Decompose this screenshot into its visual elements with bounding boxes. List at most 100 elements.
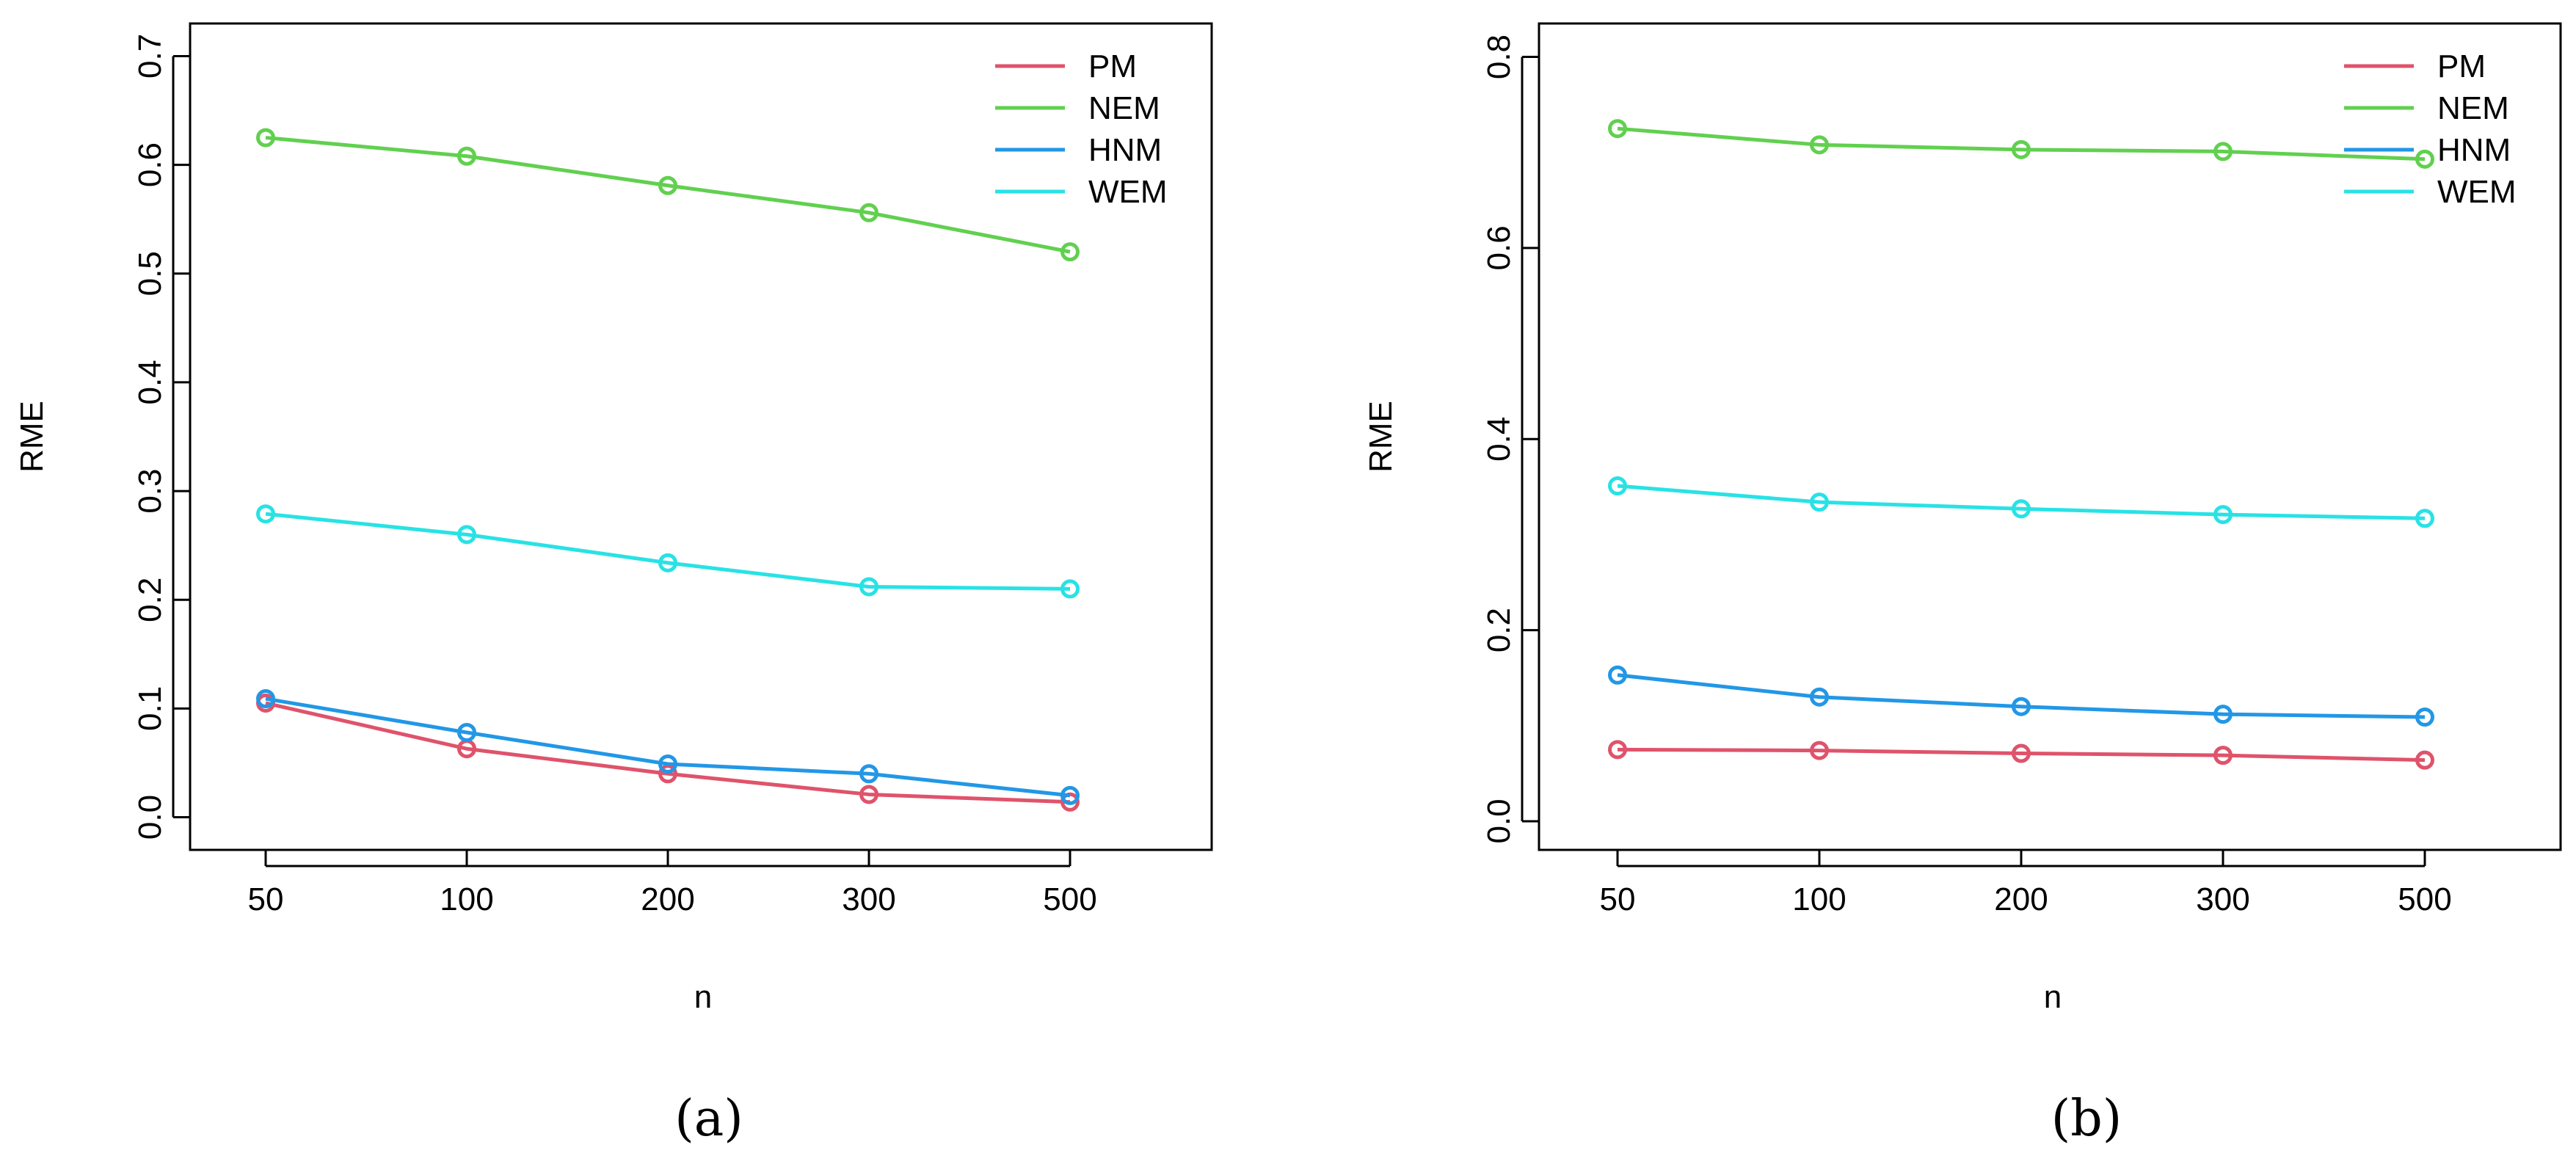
data-point [2012,696,2031,716]
data-point [2415,509,2434,528]
x-tick-label: 50 [248,881,284,917]
plot-frame [189,22,1213,851]
legend-item-nem: NEM [2344,90,2509,126]
legend-label: WEM [1088,174,1168,210]
data-point [2415,149,2434,169]
legend-label: NEM [2437,90,2509,126]
panel-label: (b) [2051,1090,2122,1148]
legend-item-nem: NEM [995,90,1160,126]
x-tick-label: 100 [440,881,493,917]
data-point [1810,135,1829,155]
data-point [1608,476,1627,496]
y-axis-title: RME [1363,401,1399,473]
data-point [658,754,677,774]
y-tick-label: 0.8 [1481,34,1517,79]
y-tick-label: 0.4 [132,360,168,404]
y-tick-label: 0.3 [132,468,168,513]
data-point [1810,492,1829,512]
y-tick-label: 0.0 [1481,799,1517,843]
legend: PM NEM HNM WEM [2344,48,2517,210]
series-layer [1608,119,2434,770]
x-tick-label: 200 [641,881,694,917]
series-line [265,512,1071,591]
series-line [265,136,1071,254]
x-axis: 50 100 200 300 500 [1600,850,2452,917]
legend-label: WEM [2437,174,2517,210]
x-tick-label: 300 [842,881,895,917]
x-tick-label: 100 [1792,881,1846,917]
x-axis-title: n [694,979,712,1015]
data-point [1810,741,1829,760]
series-layer [256,128,1080,812]
data-point [2415,750,2434,770]
y-axis: 0.0 0.1 0.2 0.3 0.4 0.5 0.6 0.7 [132,34,190,840]
series-line [1617,673,2426,719]
legend-item-wem: WEM [2344,174,2517,210]
data-point [457,525,476,545]
data-point [1060,242,1080,262]
panel-label: (a) [674,1090,743,1148]
legend-item-pm: PM [995,48,1137,84]
series-line [1617,126,2426,161]
x-tick-label: 500 [1043,881,1096,917]
data-point [1060,579,1080,599]
data-point [2012,139,2031,159]
y-tick-label: 0.5 [132,251,168,296]
series-line [1617,484,2426,520]
legend-label: PM [2437,48,2486,84]
series-pm [256,693,1080,812]
legend-label: NEM [1088,90,1160,126]
x-axis-title: n [2044,979,2062,1015]
y-tick-label: 0.4 [1481,417,1517,462]
chart-panel-b: 0.0 0.2 0.4 0.6 0.8 50 100 200 300 500 PM NEM HNM W… [1363,22,2562,1148]
series-wem [256,504,1080,599]
data-point [256,128,275,148]
x-tick-label: 50 [1600,881,1636,917]
x-axis: 50 100 200 300 500 [248,850,1097,917]
legend-label: HNM [1088,132,1162,168]
y-tick-label: 0.0 [132,795,168,840]
data-point [2012,743,2031,763]
x-tick-label: 300 [2196,881,2249,917]
y-tick-label: 0.2 [132,578,168,622]
data-point [2213,705,2233,724]
data-point [1608,119,1627,139]
data-point [658,553,677,572]
data-point [2012,499,2031,519]
y-tick-label: 0.7 [132,34,168,79]
data-point [457,146,476,166]
legend-label: PM [1088,48,1137,84]
series-nem [1608,119,2434,169]
series-line [1617,747,2426,763]
data-point [859,785,878,804]
data-point [2213,746,2233,765]
data-point [256,689,275,709]
series-nem [256,128,1080,262]
y-axis-title: RME [14,401,50,473]
series-pm [1608,740,2434,770]
series-line [265,696,1071,798]
x-tick-label: 500 [2398,881,2451,917]
data-point [1060,785,1080,805]
data-point [658,175,677,195]
legend-item-wem: WEM [995,174,1168,210]
y-tick-label: 0.1 [132,686,168,731]
data-point [859,764,878,784]
chart-panel-a: 0.00.10.20.30.40.50.60.7 50 100 200 300 500 … [14,22,1213,1148]
legend-item-pm: PM [2344,48,2486,84]
series-wem [1608,476,2434,528]
series-hnm [256,689,1080,805]
data-point [1608,740,1627,760]
plot-frame [1538,22,2562,851]
data-point [1810,687,1829,707]
data-point [256,504,275,524]
data-point [1608,665,1627,685]
data-point [859,577,878,597]
legend-item-hnm: HNM [2344,132,2511,168]
data-point [2213,142,2233,161]
series-hnm [1608,665,2434,727]
data-point [2213,505,2233,525]
data-point [658,764,677,784]
legend: PM NEM HNM WEM [995,48,1168,210]
